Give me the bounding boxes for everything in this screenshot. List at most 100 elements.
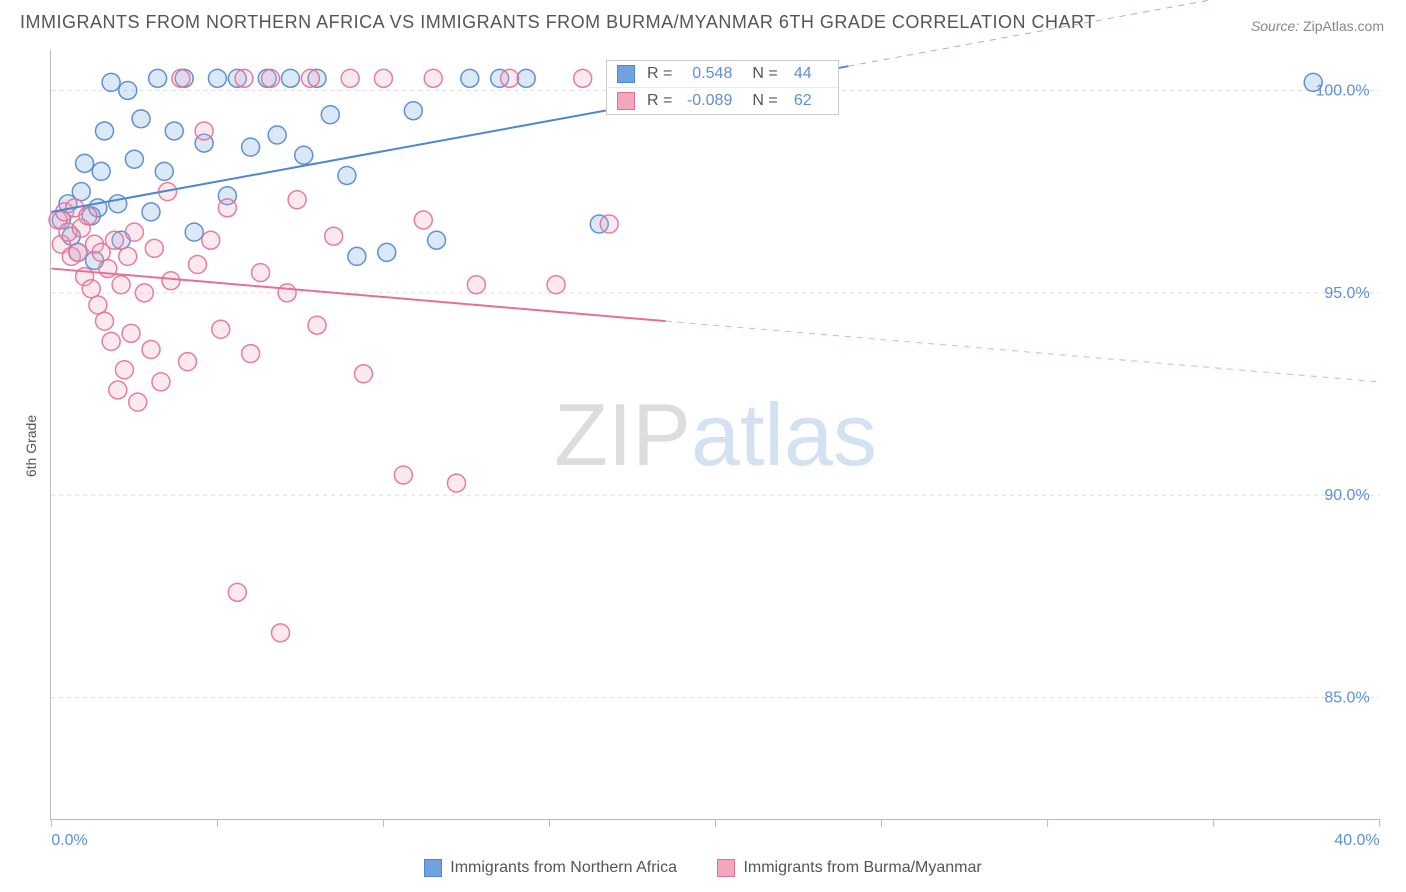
data-point [142,203,160,221]
data-point [262,69,280,87]
data-point [404,102,422,120]
data-point [301,69,319,87]
data-point [69,243,87,261]
data-point [228,583,246,601]
correlation-row: R =0.548N =44 [607,61,838,88]
data-point [149,69,167,87]
data-point [1304,73,1322,91]
data-point [447,474,465,492]
data-point [281,69,299,87]
x-tick-label: 40.0% [1334,832,1379,849]
data-point [145,239,163,257]
data-point [252,264,270,282]
data-point [102,332,120,350]
source-label: Source: [1251,18,1299,34]
data-point [82,280,100,298]
legend-item-burma-myanmar: Immigrants from Burma/Myanmar [717,859,981,877]
y-tick-label: 95.0% [1324,285,1369,302]
data-point [272,624,290,642]
correlation-legend-box: R =0.548N =44R =-0.089N =62 [606,60,839,115]
data-point [135,284,153,302]
data-point [374,69,392,87]
data-point [467,276,485,294]
data-point [517,69,535,87]
source-value: ZipAtlas.com [1303,18,1384,34]
chart-title: IMMIGRANTS FROM NORTHERN AFRICA VS IMMIG… [20,12,1096,33]
r-value: -0.089 [676,92,732,110]
bottom-legend: Immigrants from Northern Africa Immigran… [0,859,1406,882]
data-point [268,126,286,144]
data-point [79,207,97,225]
data-point [165,122,183,140]
legend-swatch-icon [717,859,735,877]
data-point [278,284,296,302]
data-point [574,69,592,87]
data-point [218,199,236,217]
data-point [162,272,180,290]
data-point [96,122,114,140]
n-label: N = [752,65,777,83]
data-point [122,324,140,342]
data-point [119,247,137,265]
data-point [195,122,213,140]
data-point [188,256,206,274]
data-point [132,110,150,128]
data-point [295,146,313,164]
plot-area: ZIPatlas 85.0%90.0%95.0%100.0%0.0%40.0% … [50,50,1380,820]
legend-swatch-icon [617,65,635,83]
data-point [501,69,519,87]
data-point [461,69,479,87]
n-label: N = [752,92,777,110]
data-point [321,106,339,124]
data-point [547,276,565,294]
data-point [172,69,190,87]
data-point [394,466,412,484]
data-point [600,215,618,233]
data-point [125,150,143,168]
data-point [341,69,359,87]
data-point [142,341,160,359]
y-tick-label: 100.0% [1315,82,1369,99]
r-label: R = [647,92,672,110]
data-point [102,73,120,91]
y-tick-label: 90.0% [1324,487,1369,504]
data-point [105,231,123,249]
y-tick-label: 85.0% [1324,690,1369,707]
data-point [242,138,260,156]
data-point [288,191,306,209]
n-value: 44 [782,65,812,83]
data-point [72,183,90,201]
data-point [129,393,147,411]
chart-svg: 85.0%90.0%95.0%100.0%0.0%40.0% [51,50,1380,819]
data-point [92,162,110,180]
data-point [185,223,203,241]
r-value: 0.548 [676,65,732,83]
data-point [119,81,137,99]
correlation-row: R =-0.089N =62 [607,88,838,114]
legend-label: Immigrants from Northern Africa [450,859,677,877]
data-point [242,345,260,363]
legend-swatch-icon [617,92,635,110]
data-point [109,381,127,399]
data-point [428,231,446,249]
data-point [424,69,442,87]
data-point [125,223,143,241]
data-point [76,154,94,172]
source-attribution: Source: ZipAtlas.com [1251,18,1384,34]
legend-label: Immigrants from Burma/Myanmar [743,859,981,877]
data-point [378,243,396,261]
legend-item-northern-africa: Immigrants from Northern Africa [424,859,677,877]
data-point [338,166,356,184]
data-point [152,373,170,391]
data-point [112,276,130,294]
legend-swatch-icon [424,859,442,877]
data-point [109,195,127,213]
y-axis-label: 6th Grade [23,415,39,477]
data-point [202,231,220,249]
data-point [355,365,373,383]
data-point [235,69,253,87]
data-point [89,296,107,314]
data-point [348,247,366,265]
data-point [115,361,133,379]
data-point [155,162,173,180]
